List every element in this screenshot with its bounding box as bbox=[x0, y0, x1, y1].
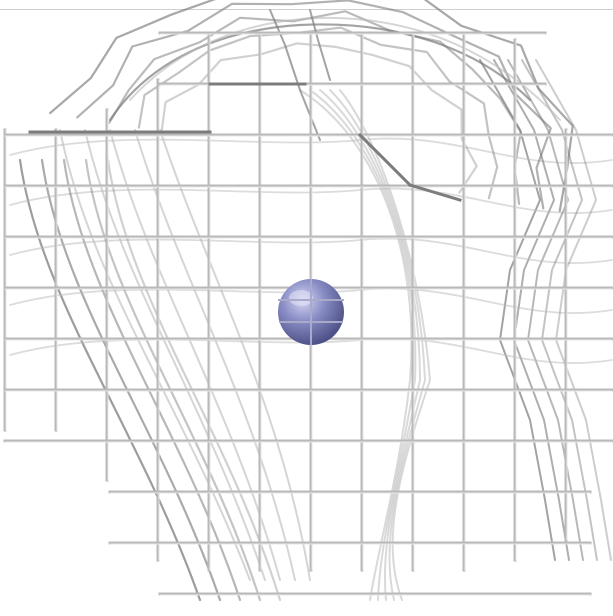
mesh-left-curve bbox=[106, 158, 282, 602]
mesh-center-curve bbox=[299, 89, 413, 601]
mesh-arc bbox=[49, 0, 574, 213]
mesh-arc bbox=[76, 0, 552, 210]
mesh-left-curve bbox=[40, 158, 222, 602]
mesh-top-strand bbox=[309, 9, 331, 81]
mesh-left-curve bbox=[84, 158, 262, 602]
sphere-highlight bbox=[289, 290, 313, 306]
mesh-rib bbox=[9, 237, 613, 264]
mesh-rib bbox=[9, 137, 613, 164]
front-grid bbox=[3, 31, 613, 596]
mesh-left-curve bbox=[18, 158, 202, 602]
top-border-line bbox=[0, 9, 613, 10]
warped-mesh bbox=[9, 0, 613, 602]
mesh-center-curve bbox=[319, 89, 421, 601]
mesh-left-curve bbox=[159, 129, 311, 581]
mesh-rib bbox=[9, 287, 613, 314]
mesh-right-curve bbox=[507, 59, 584, 561]
mesh-right-curve bbox=[493, 59, 570, 561]
mesh-left-curve bbox=[134, 129, 296, 581]
grid-accent bbox=[408, 183, 462, 202]
mesh-center-curve bbox=[329, 89, 426, 601]
mesh-arc bbox=[137, 26, 499, 200]
mesh-rib bbox=[9, 187, 613, 214]
mesh-left-curve bbox=[59, 129, 251, 581]
grid-over-sphere bbox=[278, 279, 344, 345]
mesh-right-curve bbox=[535, 59, 612, 561]
mesh-top-loop bbox=[129, 16, 561, 121]
mesh-left-curve bbox=[62, 158, 242, 602]
mesh-left-curve bbox=[109, 129, 281, 581]
grid-accent bbox=[357, 132, 413, 188]
mesh-top-loop bbox=[108, 23, 532, 122]
